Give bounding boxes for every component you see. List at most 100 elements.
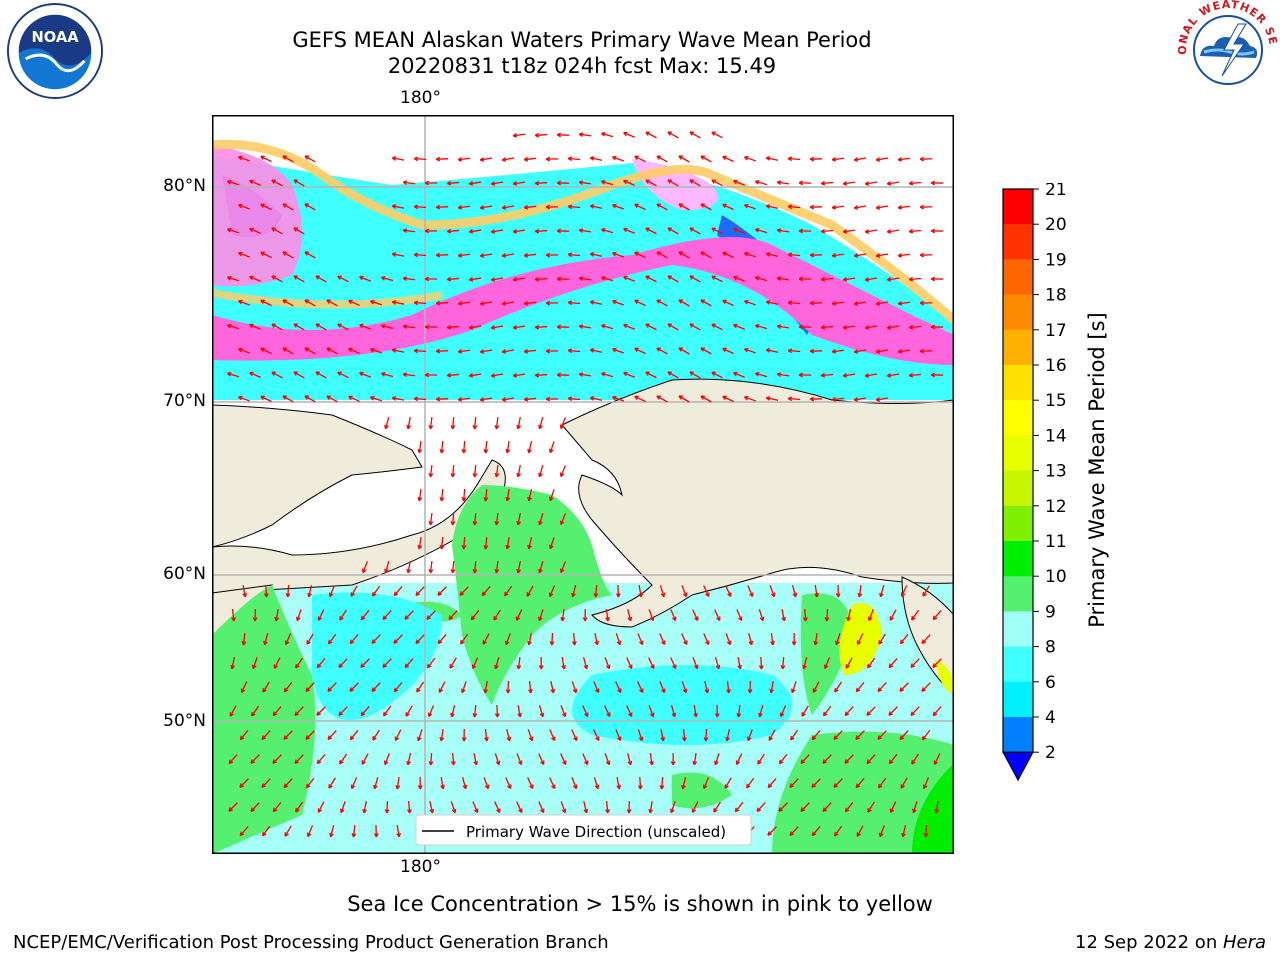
wave-arrow-head [693, 712, 698, 718]
wave-arrow-head [534, 180, 540, 186]
colorbar-segment [1003, 576, 1033, 612]
wave-arrow-head [911, 759, 916, 765]
wave-arrow-shaft [491, 229, 504, 233]
wave-arrow-shaft [528, 537, 533, 549]
wave-arrow-shaft [568, 349, 581, 353]
wave-arrow-shaft [725, 633, 731, 645]
wave-arrow-head [711, 323, 716, 328]
wave-arrow-shaft [249, 324, 261, 330]
wave-arrow-head [528, 689, 533, 694]
wave-arrow-shaft [447, 277, 460, 281]
wave-arrow-head [627, 616, 633, 622]
wave-arrow-shaft [458, 397, 471, 401]
wave-arrow-shaft [315, 371, 327, 379]
wave-arrow-head [382, 711, 388, 717]
wave-arrow-head [767, 831, 772, 836]
wave-arrow-shaft [638, 584, 642, 598]
wave-arrow-head [559, 472, 565, 478]
wave-arrow-shaft [524, 349, 537, 353]
wave-arrow-shaft [459, 586, 469, 596]
wave-arrow-shaft [449, 657, 457, 669]
wave-arrow-shaft [328, 633, 337, 645]
wave-arrow-head [402, 228, 408, 234]
wave-arrow-shaft [568, 205, 581, 209]
wave-arrow-head [656, 299, 661, 304]
wave-arrow-head [472, 569, 478, 574]
wave-arrow-head [328, 592, 334, 598]
wave-arrow-head [402, 276, 408, 282]
wave-arrow-head [617, 688, 622, 693]
wave-arrow-head [831, 252, 837, 258]
wave-arrow-shaft [898, 301, 911, 305]
wave-arrow-head [813, 640, 819, 646]
wave-arrow-head [733, 371, 738, 377]
wave-arrow-shaft [282, 203, 294, 211]
wave-arrow-shaft [888, 753, 898, 765]
wave-arrow-head [606, 712, 611, 717]
wave-arrow-head [857, 592, 863, 598]
wave-arrow-head [539, 712, 545, 718]
wave-arrow-shaft [858, 584, 862, 598]
wave-arrow-shaft [744, 300, 757, 306]
wave-arrow-head [293, 323, 298, 328]
wave-arrow-head [282, 347, 287, 352]
wave-arrow-head [842, 181, 848, 186]
wave-arrow-head [888, 711, 893, 716]
wave-arrow-shaft [418, 488, 422, 502]
wave-arrow-head [910, 663, 915, 668]
wave-arrow-shaft [329, 585, 335, 597]
period-region-green [772, 731, 954, 854]
wave-arrow-shaft [734, 801, 744, 813]
wave-arrow-head [293, 371, 298, 376]
wave-arrow-head [809, 156, 815, 162]
wave-arrow-shaft [700, 203, 712, 211]
wave-arrow-head [908, 372, 914, 378]
wave-arrow-head [801, 712, 806, 717]
wave-arrow-shaft [352, 824, 356, 838]
wave-arrow-head [667, 323, 672, 328]
wave-arrow-head [600, 323, 606, 329]
wave-arrow-head [659, 785, 665, 790]
wave-arrow-head [853, 301, 859, 306]
wave-arrow-shaft [766, 157, 779, 161]
wave-arrow-head [448, 615, 454, 621]
wave-arrow-head [241, 640, 247, 646]
wave-arrow-shaft [361, 753, 369, 765]
wave-arrow-head [527, 544, 532, 550]
wave-arrow-shaft [612, 396, 625, 402]
wave-arrow-head [229, 712, 234, 717]
wave-arrow-shaft [601, 372, 614, 378]
wave-arrow-shaft [393, 586, 403, 596]
wave-arrow-head [571, 592, 576, 598]
wave-arrow-shaft [495, 560, 499, 574]
wave-arrow-head [930, 276, 936, 282]
wave-arrow-shaft [502, 349, 515, 353]
wave-arrow-head [271, 179, 276, 184]
wave-arrow-shaft [582, 657, 588, 669]
wave-arrow-shaft [645, 227, 657, 235]
wave-arrow-shaft [733, 180, 745, 186]
wave-arrow-head [446, 228, 452, 234]
wave-arrow-shaft [461, 681, 467, 693]
wave-arrow-shaft [746, 777, 755, 789]
wave-arrow-head [406, 568, 412, 574]
wave-arrow-head [549, 641, 555, 646]
wave-arrow-head [864, 325, 870, 330]
wave-arrow-head [516, 520, 522, 526]
wave-arrow-head [809, 204, 815, 210]
wave-arrow-shaft [932, 658, 942, 668]
wave-arrow-head [472, 473, 478, 478]
wave-arrow-shaft [502, 157, 515, 161]
wave-arrow-head [496, 808, 501, 813]
wave-arrow-head [645, 323, 650, 328]
wave-arrow-shaft [778, 802, 788, 812]
wave-arrow-shaft [832, 157, 845, 161]
wave-arrow-head [744, 347, 749, 353]
wave-arrow-shaft [744, 204, 757, 210]
wave-arrow-shaft [384, 753, 390, 765]
wave-arrow-head [787, 348, 793, 354]
wave-arrow-shaft [879, 585, 885, 597]
wave-arrow-shaft [780, 705, 787, 717]
wave-arrow-head [886, 373, 892, 378]
period-region-yellow [935, 660, 954, 695]
